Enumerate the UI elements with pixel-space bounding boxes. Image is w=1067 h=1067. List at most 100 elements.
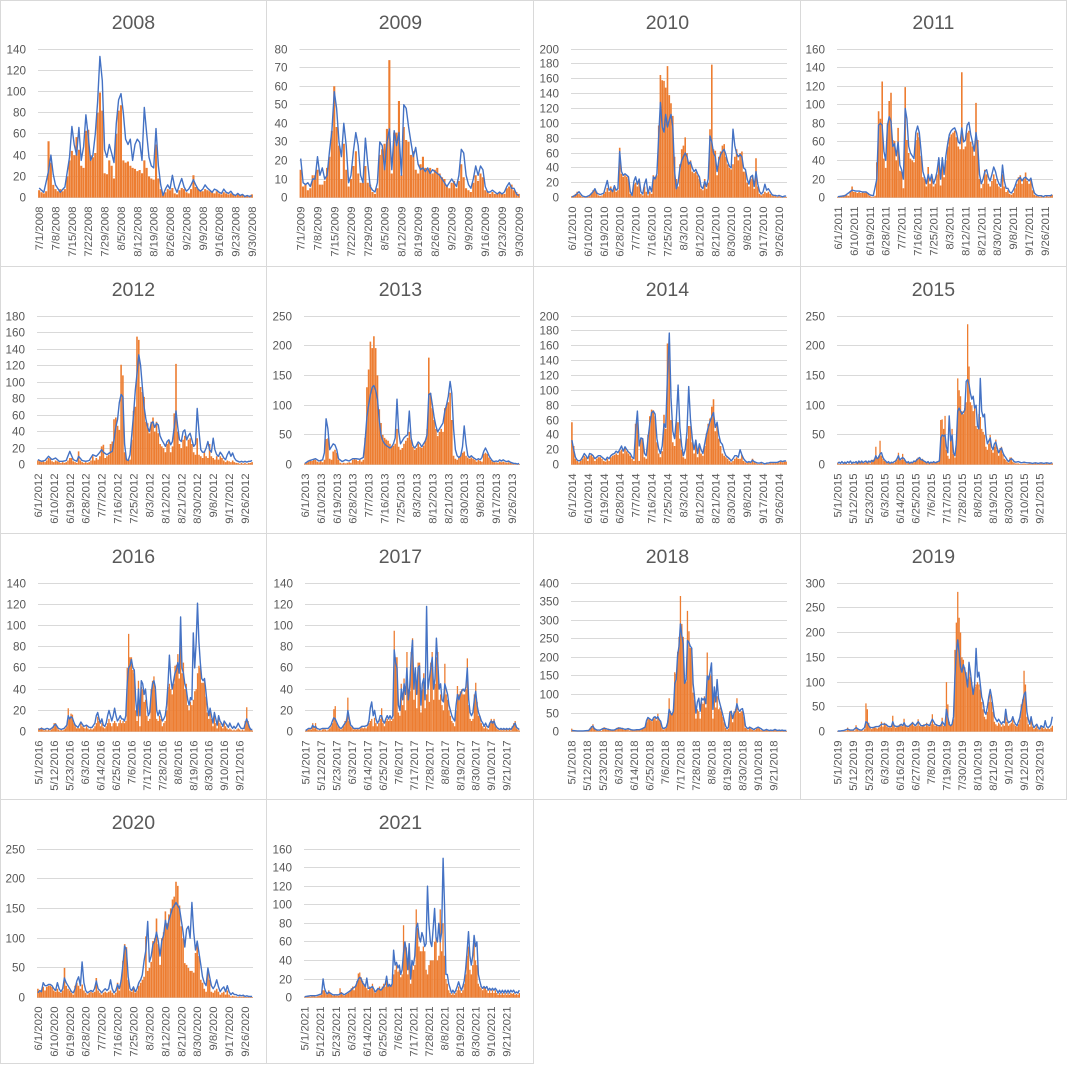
svg-text:9/21/2021: 9/21/2021 <box>501 1007 513 1057</box>
svg-text:9/26/2014: 9/26/2014 <box>774 473 786 523</box>
svg-text:250: 250 <box>272 310 292 323</box>
svg-text:60: 60 <box>280 661 294 674</box>
svg-text:300: 300 <box>539 614 559 627</box>
svg-text:0: 0 <box>285 458 292 471</box>
svg-text:100: 100 <box>806 399 826 412</box>
svg-text:180: 180 <box>539 324 559 337</box>
svg-text:40: 40 <box>13 150 27 163</box>
svg-text:6/28/2011: 6/28/2011 <box>881 207 893 256</box>
svg-text:7/25/2013: 7/25/2013 <box>395 473 407 523</box>
svg-text:7/28/2021: 7/28/2021 <box>424 1007 436 1057</box>
svg-text:100: 100 <box>272 399 292 412</box>
svg-text:120: 120 <box>806 81 826 94</box>
svg-text:8/30/2010: 8/30/2010 <box>726 207 738 257</box>
svg-text:8/19/2015: 8/19/2015 <box>988 473 1000 523</box>
svg-text:8/3/2011: 8/3/2011 <box>945 207 957 250</box>
svg-text:9/21/2015: 9/21/2015 <box>1035 473 1047 523</box>
svg-text:140: 140 <box>272 862 292 875</box>
svg-text:9/10/2021: 9/10/2021 <box>486 1007 498 1057</box>
svg-text:6/3/2016: 6/3/2016 <box>80 740 92 784</box>
svg-text:2014: 2014 <box>645 279 689 301</box>
svg-text:160: 160 <box>806 44 826 57</box>
svg-text:7/28/2015: 7/28/2015 <box>957 473 969 523</box>
svg-text:80: 80 <box>12 392 26 405</box>
svg-text:7/17/2018: 7/17/2018 <box>675 740 687 790</box>
svg-text:9/21/2018: 9/21/2018 <box>768 740 780 790</box>
svg-text:8/30/2011: 8/30/2011 <box>992 207 1004 256</box>
svg-text:7/25/2014: 7/25/2014 <box>662 473 674 523</box>
svg-text:150: 150 <box>806 651 826 664</box>
svg-text:0: 0 <box>281 192 288 205</box>
svg-text:7/28/2018: 7/28/2018 <box>690 740 702 790</box>
svg-text:120: 120 <box>5 359 25 372</box>
svg-text:6/28/2013: 6/28/2013 <box>347 473 359 523</box>
svg-text:7/6/2018: 7/6/2018 <box>659 740 671 784</box>
svg-text:9/26/2010: 9/26/2010 <box>774 207 786 257</box>
svg-text:100: 100 <box>806 676 826 689</box>
svg-text:7/25/2011: 7/25/2011 <box>929 207 941 256</box>
svg-text:5/12/2019: 5/12/2019 <box>848 740 860 790</box>
svg-text:6/10/2011: 6/10/2011 <box>849 207 861 256</box>
svg-text:20: 20 <box>13 704 27 717</box>
svg-text:50: 50 <box>12 962 26 975</box>
svg-text:60: 60 <box>12 409 26 422</box>
svg-text:7/28/2017: 7/28/2017 <box>424 740 436 790</box>
svg-text:8/19/2016: 8/19/2016 <box>188 740 200 790</box>
svg-text:9/30/2009: 9/30/2009 <box>514 207 526 257</box>
svg-text:7/16/2014: 7/16/2014 <box>646 473 658 523</box>
svg-text:20: 20 <box>545 177 559 190</box>
svg-text:250: 250 <box>539 632 559 645</box>
svg-text:200: 200 <box>806 626 826 639</box>
svg-text:8/12/2014: 8/12/2014 <box>694 473 706 523</box>
svg-text:9/16/2008: 9/16/2008 <box>214 207 226 257</box>
svg-text:7/1/2008: 7/1/2008 <box>34 207 46 251</box>
svg-text:6/10/2020: 6/10/2020 <box>49 1007 61 1057</box>
svg-text:9/2/2009: 9/2/2009 <box>446 207 458 251</box>
svg-text:9/10/2016: 9/10/2016 <box>219 740 231 790</box>
svg-text:6/19/2013: 6/19/2013 <box>332 473 344 523</box>
svg-text:150: 150 <box>5 903 25 916</box>
svg-text:2012: 2012 <box>112 279 155 301</box>
svg-text:40: 40 <box>280 683 294 696</box>
svg-text:150: 150 <box>272 369 292 382</box>
svg-text:6/25/2017: 6/25/2017 <box>378 740 390 790</box>
svg-text:9/8/2014: 9/8/2014 <box>742 473 754 517</box>
svg-text:7/7/2014: 7/7/2014 <box>630 473 642 517</box>
svg-text:7/22/2009: 7/22/2009 <box>346 207 358 257</box>
svg-text:70: 70 <box>274 62 288 75</box>
svg-text:20: 20 <box>274 155 288 168</box>
svg-text:5/1/2017: 5/1/2017 <box>300 740 312 784</box>
svg-text:140: 140 <box>806 62 826 75</box>
svg-text:9/8/2012: 9/8/2012 <box>208 473 220 517</box>
svg-text:20: 20 <box>13 171 27 184</box>
svg-text:150: 150 <box>539 669 559 682</box>
svg-text:7/7/2011: 7/7/2011 <box>897 207 909 250</box>
svg-text:140: 140 <box>6 577 26 590</box>
svg-text:0: 0 <box>286 725 293 738</box>
svg-text:6/25/2016: 6/25/2016 <box>111 740 123 790</box>
svg-text:6/1/2010: 6/1/2010 <box>566 207 578 251</box>
svg-text:200: 200 <box>539 44 559 57</box>
svg-text:9/23/2019: 9/23/2019 <box>1035 740 1047 790</box>
svg-text:8/3/2013: 8/3/2013 <box>411 473 423 517</box>
svg-text:9/2/2008: 9/2/2008 <box>181 207 193 251</box>
svg-text:120: 120 <box>273 598 293 611</box>
svg-text:0: 0 <box>18 992 25 1005</box>
svg-text:7/7/2010: 7/7/2010 <box>630 207 642 251</box>
svg-text:250: 250 <box>806 310 826 323</box>
svg-text:6/10/2010: 6/10/2010 <box>582 207 594 257</box>
svg-text:40: 40 <box>12 425 26 438</box>
svg-text:7/16/2012: 7/16/2012 <box>113 473 125 523</box>
svg-text:9/30/2008: 9/30/2008 <box>247 207 259 257</box>
svg-text:140: 140 <box>539 88 559 101</box>
svg-text:80: 80 <box>279 918 293 931</box>
svg-text:350: 350 <box>539 595 559 608</box>
svg-text:7/15/2008: 7/15/2008 <box>67 207 79 257</box>
svg-text:50: 50 <box>274 99 288 112</box>
svg-text:8/21/2020: 8/21/2020 <box>176 1007 188 1057</box>
svg-text:8/30/2018: 8/30/2018 <box>737 740 749 790</box>
svg-text:6/27/2019: 6/27/2019 <box>911 740 923 790</box>
svg-text:7/16/2011: 7/16/2011 <box>913 207 925 256</box>
svg-text:20: 20 <box>545 443 559 456</box>
svg-text:9/26/2012: 9/26/2012 <box>240 473 252 523</box>
